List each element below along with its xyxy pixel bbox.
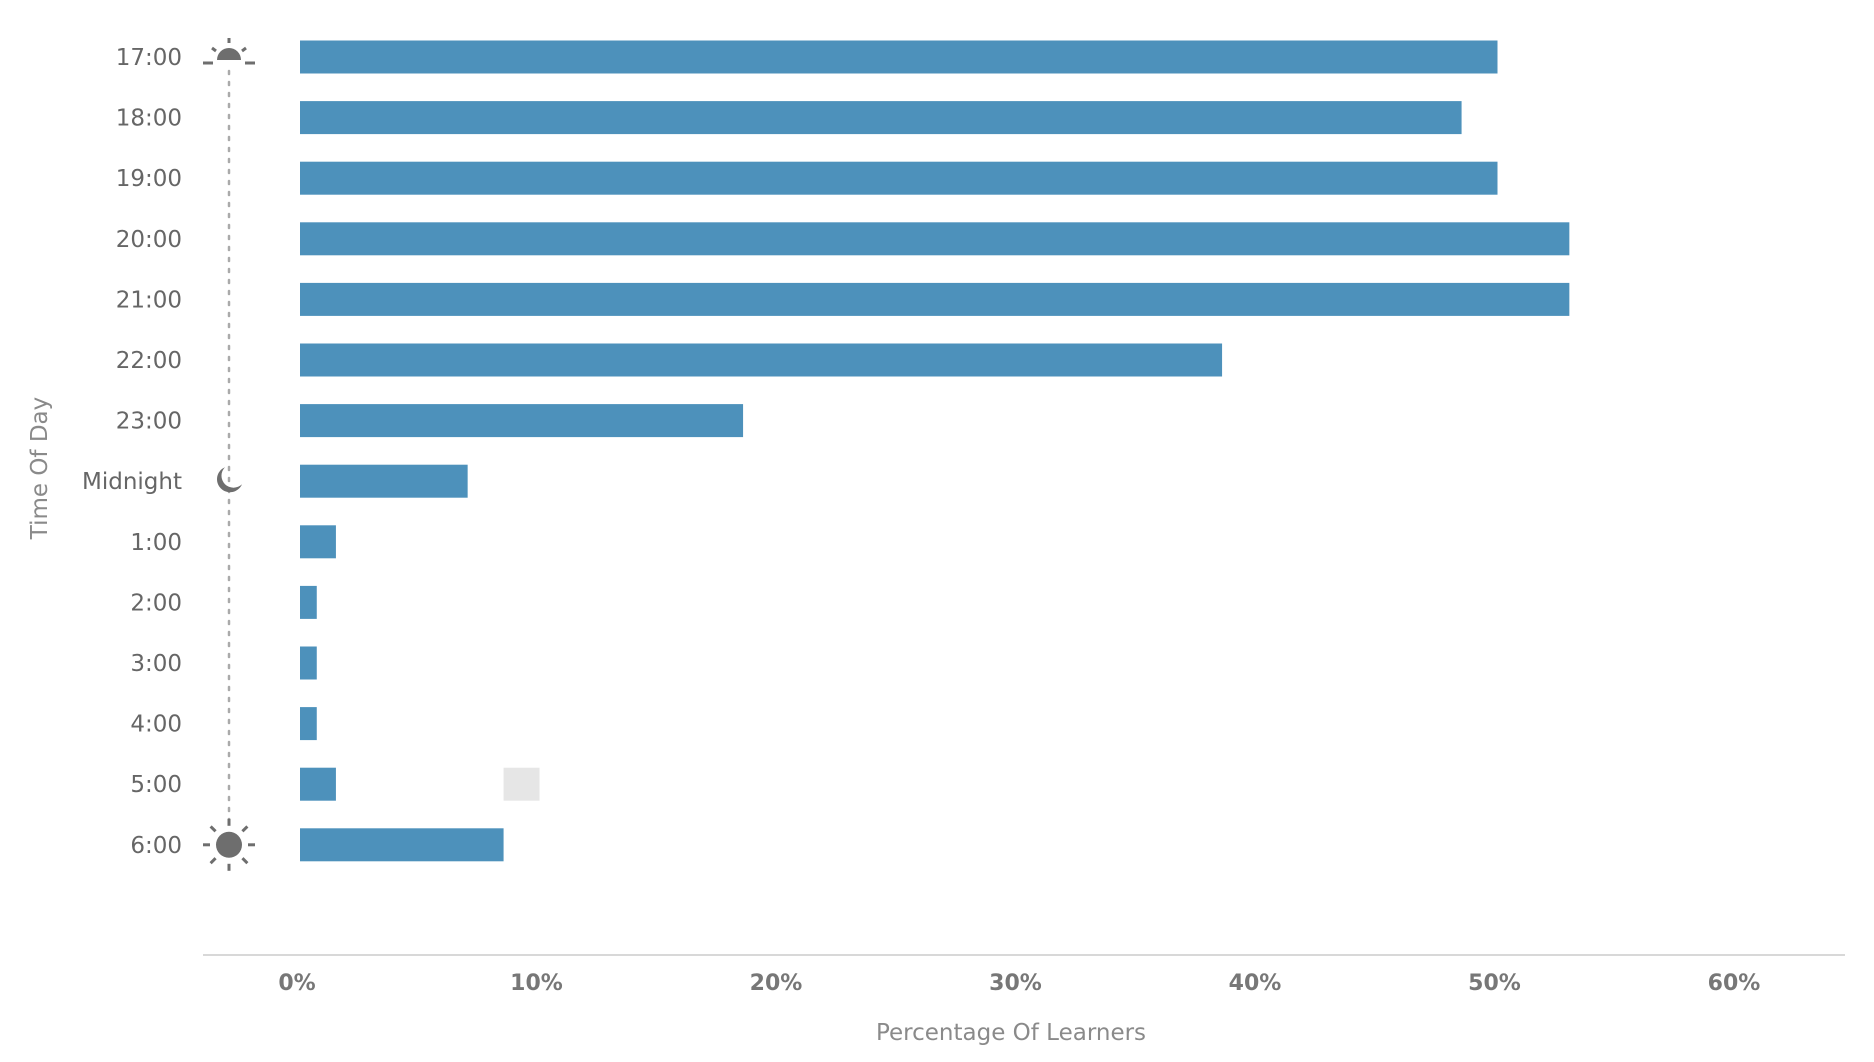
y-tick-label: 2:00 xyxy=(130,590,182,616)
bars xyxy=(300,40,1570,862)
bar-23-00 xyxy=(300,404,744,438)
y-tick-label: 23:00 xyxy=(116,409,182,435)
bar-17-00 xyxy=(300,40,1498,74)
bar-20-00 xyxy=(300,222,1570,256)
x-tick-label: 10% xyxy=(510,971,563,996)
bar-1-00 xyxy=(300,525,336,559)
bar-3-00 xyxy=(300,646,317,680)
y-tick-label: Midnight xyxy=(82,469,182,495)
y-tick-label: 1:00 xyxy=(130,530,182,556)
sunset-icon xyxy=(203,38,255,65)
moon-icon xyxy=(217,467,242,493)
y-tick-label: 21:00 xyxy=(116,287,182,313)
x-axis-title: Percentage Of Learners xyxy=(876,1020,1146,1046)
bar-18-00 xyxy=(300,101,1462,135)
y-tick-label: 19:00 xyxy=(116,166,182,192)
x-tick-label: 50% xyxy=(1468,971,1521,996)
y-tick-label: 22:00 xyxy=(116,348,182,374)
y-tick-label: 5:00 xyxy=(130,772,182,798)
bar-4-00 xyxy=(300,707,317,741)
y-tick-label: 17:00 xyxy=(116,45,182,71)
bar-22-00 xyxy=(300,343,1223,377)
ghost-marker xyxy=(503,767,540,801)
y-tick-label: 4:00 xyxy=(130,712,182,738)
timeline xyxy=(203,38,255,871)
y-tick-label: 6:00 xyxy=(130,833,182,859)
y-tick-label: 18:00 xyxy=(116,106,182,132)
y-tick-labels: 17:00 18:00 19:00 20:00 21:00 22:00 23:00 Midni… xyxy=(82,45,182,859)
bar-19-00 xyxy=(300,161,1498,195)
sunrise-icon xyxy=(203,818,255,871)
y-tick-label: 3:00 xyxy=(130,651,182,677)
bar-6-00 xyxy=(300,828,504,862)
x-tick-labels: 0% 10% 20% 30% 40% 50% 60% xyxy=(278,971,1760,996)
y-tick-label: 20:00 xyxy=(116,227,182,253)
x-tick-label: 40% xyxy=(1229,971,1282,996)
x-tick-label: 60% xyxy=(1708,971,1761,996)
bar-5-00 xyxy=(300,767,336,801)
x-tick-label: 20% xyxy=(750,971,803,996)
y-axis-title: Time Of Day xyxy=(27,397,53,541)
bar-21-00 xyxy=(300,282,1570,316)
x-tick-label: 0% xyxy=(278,971,315,996)
bar-2-00 xyxy=(300,585,317,619)
bar-midnight xyxy=(300,464,468,498)
x-tick-label: 30% xyxy=(989,971,1042,996)
